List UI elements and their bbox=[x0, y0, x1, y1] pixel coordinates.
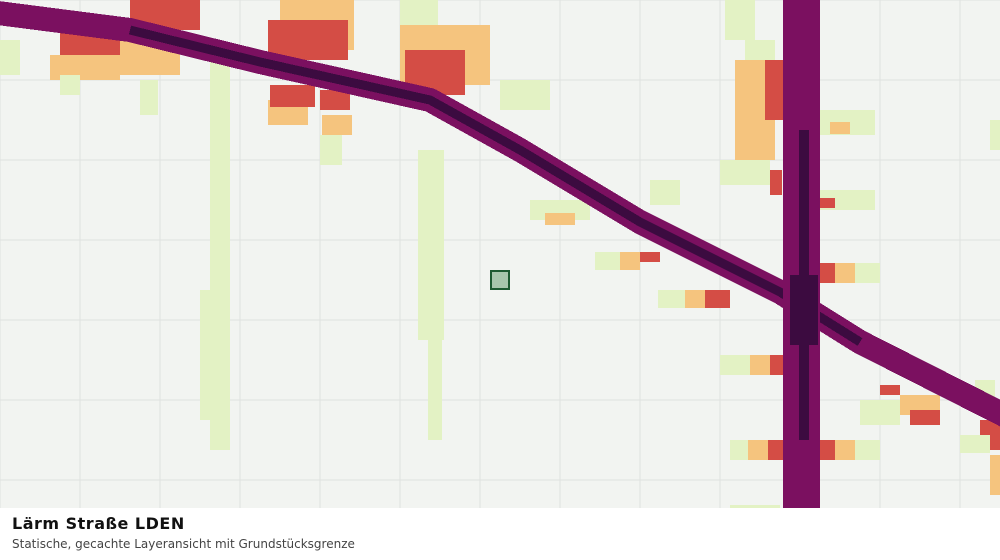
noise-cell bbox=[835, 263, 855, 283]
noise-cell bbox=[545, 213, 575, 225]
noise-cell bbox=[835, 440, 855, 460]
noise-cell bbox=[418, 150, 444, 340]
noise-cell bbox=[860, 400, 900, 425]
noise-cell bbox=[830, 122, 850, 134]
noise-cell bbox=[990, 455, 1000, 495]
noise-cell bbox=[270, 85, 315, 107]
road-noise-core bbox=[128, 25, 863, 346]
noise-cell bbox=[745, 40, 775, 60]
noise-cell bbox=[0, 40, 20, 75]
noise-cell bbox=[658, 290, 688, 308]
noise-cell bbox=[500, 80, 550, 110]
noise-cell bbox=[320, 135, 342, 165]
noise-cell bbox=[140, 80, 158, 115]
noise-layer bbox=[0, 0, 1000, 530]
noise-cell bbox=[725, 0, 755, 40]
layer-title: Lärm Straße LDEN bbox=[12, 514, 185, 533]
noise-cell bbox=[60, 75, 80, 95]
noise-cell bbox=[820, 263, 835, 283]
layer-subtitle: Statische, gecachte Layeransicht mit Gru… bbox=[12, 537, 355, 551]
noise-cell bbox=[595, 252, 620, 270]
noise-cell bbox=[268, 20, 348, 60]
noise-cell bbox=[428, 320, 442, 440]
noise-cell bbox=[748, 440, 768, 460]
noise-cell bbox=[685, 290, 705, 308]
noise-cell bbox=[820, 198, 835, 208]
noise-cell bbox=[765, 60, 783, 120]
noise-cell bbox=[960, 435, 990, 453]
parcel-boundary[interactable] bbox=[490, 270, 510, 290]
noise-cell bbox=[910, 410, 940, 425]
noise-cell bbox=[640, 252, 660, 262]
info-panel: Lärm Straße LDEN Statische, gecachte Lay… bbox=[0, 508, 1000, 560]
noise-cell bbox=[990, 120, 1000, 150]
noise-cell bbox=[650, 180, 680, 205]
road-noise-core bbox=[790, 275, 818, 345]
noise-cell bbox=[765, 440, 785, 460]
noise-cell bbox=[770, 355, 785, 375]
noise-cell bbox=[720, 160, 770, 185]
noise-cell bbox=[320, 90, 350, 110]
noise-cell bbox=[322, 115, 352, 135]
noise-cell bbox=[880, 385, 900, 395]
noise-cell bbox=[620, 252, 640, 270]
noise-cell bbox=[770, 170, 782, 195]
noise-cell bbox=[720, 355, 750, 375]
noise-cell bbox=[200, 290, 218, 420]
noise-cell bbox=[705, 290, 730, 308]
noise-cell bbox=[750, 355, 770, 375]
